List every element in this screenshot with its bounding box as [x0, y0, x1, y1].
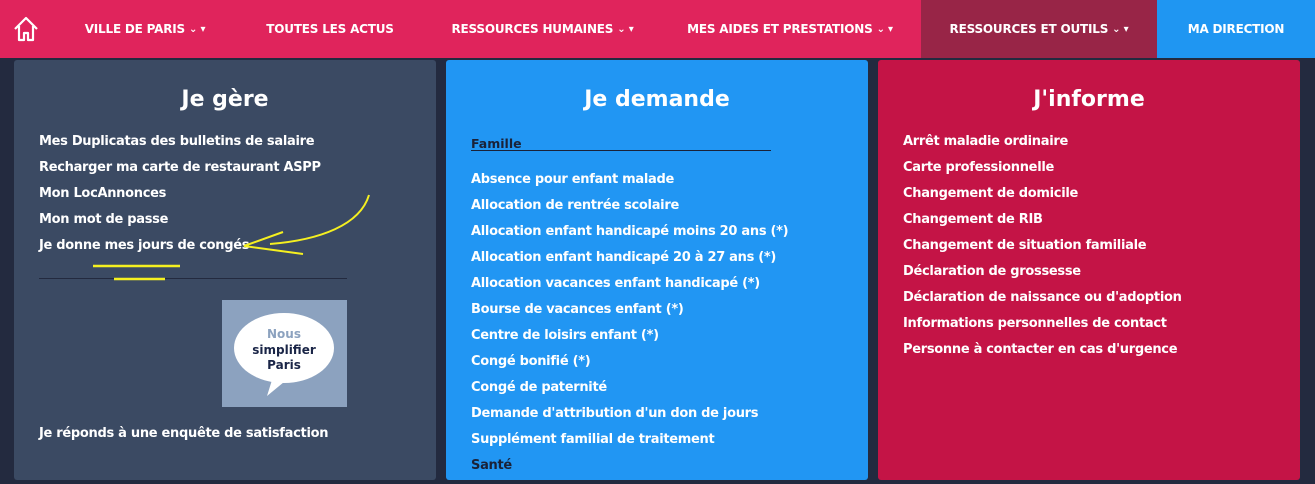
panel-title: J'informe: [1033, 87, 1145, 112]
link-domicile[interactable]: Changement de domicile: [903, 186, 1079, 201]
link-aeh-moins-20[interactable]: Allocation enfant handicapé moins 20 ans…: [471, 224, 789, 239]
link-don-de-jours[interactable]: Demande d'attribution d'un don de jours: [471, 406, 759, 421]
nav-label: RESSOURCES HUMAINES: [451, 22, 614, 36]
yellow-annotation-arrow: [93, 194, 370, 281]
nav-ressources-humaines[interactable]: RESSOURCES HUMAINES ⌄ ▾: [430, 0, 655, 58]
svg-text:simplifier: simplifier: [252, 343, 316, 357]
link-centre-loisirs[interactable]: Centre de loisirs enfant (*): [471, 328, 659, 343]
divider: [39, 278, 347, 279]
link-allocation-rentree[interactable]: Allocation de rentrée scolaire: [471, 198, 679, 213]
link-rib[interactable]: Changement de RIB: [903, 212, 1043, 227]
link-situation-familiale[interactable]: Changement de situation familiale: [903, 238, 1147, 253]
link-naissance-adoption[interactable]: Déclaration de naissance ou d'adoption: [903, 290, 1182, 305]
chevron-down-icon: ⌄ ▾: [617, 23, 634, 35]
nav-label: VILLE DE PARIS: [84, 22, 185, 36]
nav-ressources-et-outils[interactable]: RESSOURCES ET OUTILS ⌄ ▾: [921, 0, 1157, 58]
j-informe-panel: J'informe Arrêt maladie ordinaire Carte …: [878, 60, 1300, 480]
nous-simplifier-paris-logo[interactable]: Nous simplifier Paris: [222, 300, 347, 407]
link-carte-pro[interactable]: Carte professionnelle: [903, 160, 1055, 175]
link-duplicatas[interactable]: Mes Duplicatas des bulletins de salaire: [39, 134, 315, 149]
svg-text:Paris: Paris: [267, 358, 301, 372]
link-conge-bonifie[interactable]: Congé bonifié (*): [471, 354, 591, 369]
panel-title: Je gère: [181, 87, 269, 112]
nav-ma-direction[interactable]: MA DIRECTION: [1157, 0, 1315, 58]
link-conge-paternite[interactable]: Congé de paternité: [471, 380, 607, 395]
link-grossesse[interactable]: Déclaration de grossesse: [903, 264, 1081, 279]
top-nav: VILLE DE PARIS ⌄ ▾ TOUTES LES ACTUS RESSO…: [0, 0, 1315, 58]
link-aeh-20-27[interactable]: Allocation enfant handicapé 20 à 27 ans …: [471, 250, 777, 265]
link-bourse-vacances[interactable]: Bourse de vacances enfant (*): [471, 302, 684, 317]
section-famille: Famille: [471, 136, 771, 151]
nav-toutes-les-actus[interactable]: TOUTES LES ACTUS: [250, 0, 410, 58]
link-don-jours-conges[interactable]: Je donne mes jours de congés: [39, 238, 250, 253]
nav-label: RESSOURCES ET OUTILS: [949, 22, 1109, 36]
section-sante: Santé: [471, 458, 512, 473]
link-contact-urgence[interactable]: Personne à contacter en cas d'urgence: [903, 342, 1178, 357]
nav-label: TOUTES LES ACTUS: [266, 22, 394, 36]
panel-title: Je demande: [584, 87, 730, 112]
link-carte-restaurant[interactable]: Recharger ma carte de restaurant ASPP: [39, 160, 321, 175]
link-locannonces[interactable]: Mon LocAnnonces: [39, 186, 167, 201]
nav-label: MA DIRECTION: [1187, 22, 1285, 36]
link-absence-enfant-malade[interactable]: Absence pour enfant malade: [471, 172, 675, 187]
nav-mes-aides[interactable]: MES AIDES ET PRESTATIONS ⌄ ▾: [670, 0, 910, 58]
home-icon[interactable]: [12, 14, 40, 44]
je-demande-panel: Je demande Famille Absence pour enfant m…: [446, 60, 868, 480]
link-vacances-handicape[interactable]: Allocation vacances enfant handicapé (*): [471, 276, 760, 291]
chevron-down-icon: ⌄ ▾: [1112, 23, 1129, 35]
nav-label: MES AIDES ET PRESTATIONS: [687, 22, 873, 36]
chevron-down-icon: ⌄ ▾: [189, 23, 206, 35]
svg-text:Nous: Nous: [267, 327, 301, 341]
link-supplement-familial[interactable]: Supplément familial de traitement: [471, 432, 715, 447]
nav-ville-de-paris[interactable]: VILLE DE PARIS ⌄ ▾: [60, 0, 230, 58]
link-infos-contact[interactable]: Informations personnelles de contact: [903, 316, 1167, 331]
link-arret-maladie[interactable]: Arrêt maladie ordinaire: [903, 134, 1069, 149]
link-mot-de-passe[interactable]: Mon mot de passe: [39, 212, 169, 227]
link-enquete-satisfaction[interactable]: Je réponds à une enquête de satisfaction: [39, 426, 329, 441]
je-gere-panel: Je gère Mes Duplicatas des bulletins de …: [14, 60, 436, 480]
chevron-down-icon: ⌄ ▾: [876, 23, 893, 35]
